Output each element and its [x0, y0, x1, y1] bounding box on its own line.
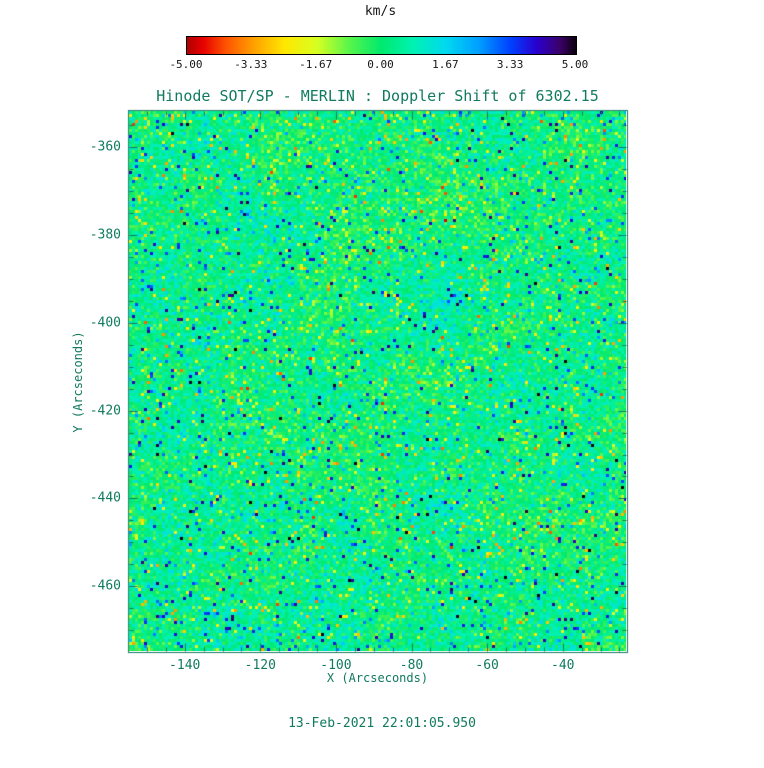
y-tick-label: -380 [89, 227, 121, 243]
y-axis-label: Y (Arcseconds) [71, 331, 85, 433]
colorbar-tick-label: 3.33 [496, 58, 524, 71]
colorbar-tick-label: 5.00 [561, 58, 589, 71]
y-tick-label: -440 [89, 490, 121, 506]
colorbar-tick-label: -3.33 [234, 58, 268, 71]
colorbar-tick-label: 0.00 [367, 58, 394, 71]
colorbar-tick-labels: -5.00 -3.33 -1.67 0.00 1.67 3.33 5.00 [0, 0, 764, 80]
y-tick-label: -460 [89, 578, 121, 594]
plot-title: Hinode SOT/SP - MERLIN : Doppler Shift o… [156, 87, 599, 105]
colorbar-tick-label: -5.00 [169, 58, 203, 71]
timestamp: 13-Feb-2021 22:01:05.950 [288, 716, 476, 731]
colorbar-tick-label: 1.67 [432, 58, 459, 71]
doppler-map [129, 111, 626, 651]
x-axis-label: X (Arcseconds) [326, 671, 429, 685]
colorbar-tick-label: -1.67 [299, 58, 333, 71]
y-tick-label: -360 [89, 139, 121, 155]
y-tick-label: -400 [89, 315, 121, 331]
y-tick-label: -420 [89, 403, 121, 419]
